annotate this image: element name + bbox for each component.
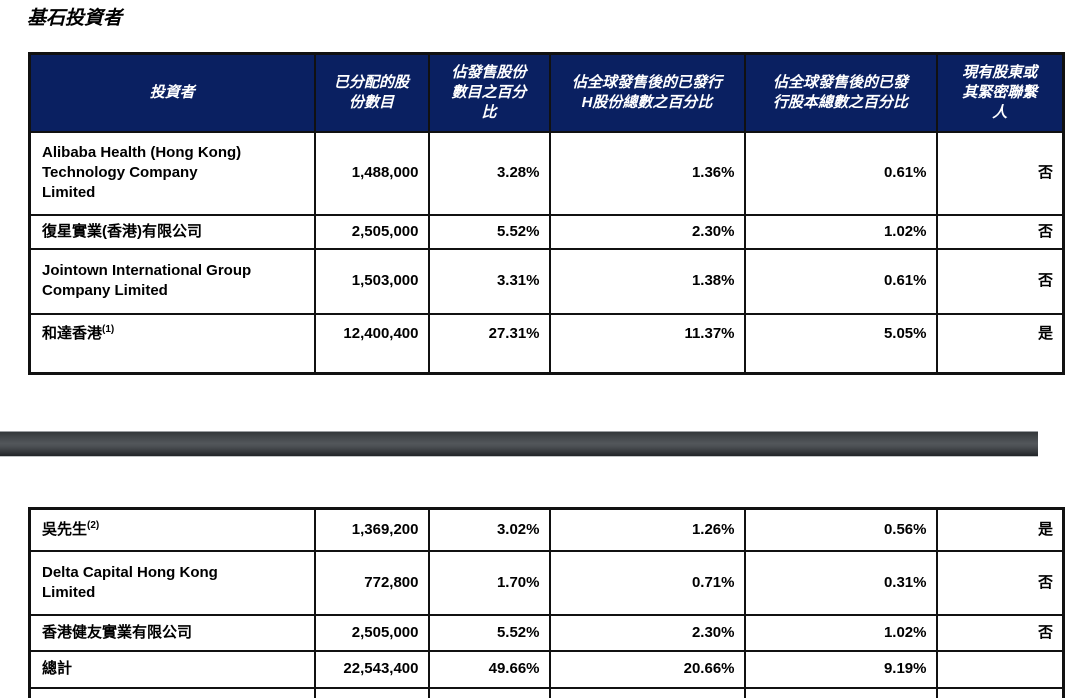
investor-name-cell: 和達香港(1) bbox=[28, 312, 316, 375]
pct-h-cell: 20.66% bbox=[548, 649, 746, 689]
empty-cell bbox=[935, 686, 1065, 698]
investor-name-cell: 吳先生(2) bbox=[28, 507, 316, 552]
col-header-existing-shareholder: 現有股東或 其緊密聯繫 人 bbox=[935, 52, 1065, 133]
pct-h-cell: 2.30% bbox=[548, 213, 746, 250]
existing-shareholder-cell bbox=[935, 649, 1065, 689]
cornerstone-investors-table-top: 投資者 已分配的股 份數目 佔發售股份 數目之百分 比 佔全球發售後的已發行 H… bbox=[28, 52, 1065, 375]
pct-offer-cell: 3.31% bbox=[427, 247, 551, 315]
shares-cell: 2,505,000 bbox=[313, 213, 430, 250]
shares-cell: 772,800 bbox=[313, 549, 430, 616]
existing-shareholder-cell: 否 bbox=[935, 247, 1065, 315]
table-row: Delta Capital Hong Kong Limited 772,800 … bbox=[28, 549, 1065, 616]
shares-cell: 12,400,400 bbox=[313, 312, 430, 375]
empty-cell bbox=[427, 686, 551, 698]
pct-h-cell: 2.30% bbox=[548, 613, 746, 652]
shares-cell: 22,543,400 bbox=[313, 649, 430, 689]
cornerstone-investors-table-bottom: 吳先生(2) 1,369,200 3.02% 1.26% 0.56% 是 Del… bbox=[28, 507, 1065, 698]
pct-capital-cell: 0.31% bbox=[743, 549, 938, 616]
investor-name-cell: 總計 bbox=[28, 649, 316, 689]
shares-cell: 2,505,000 bbox=[313, 613, 430, 652]
pct-capital-cell: 9.19% bbox=[743, 649, 938, 689]
shares-cell: 1,503,000 bbox=[313, 247, 430, 315]
existing-shareholder-cell: 否 bbox=[935, 549, 1065, 616]
investor-name-cell: 香港健友實業有限公司 bbox=[28, 613, 316, 652]
footnote-marker: (1) bbox=[102, 323, 115, 335]
col-header-pct-offer-shares: 佔發售股份 數目之百分 比 bbox=[427, 52, 551, 133]
existing-shareholder-cell: 否 bbox=[935, 613, 1065, 652]
table-row: 香港健友實業有限公司 2,505,000 5.52% 2.30% 1.02% 否 bbox=[28, 613, 1065, 652]
empty-cell bbox=[313, 686, 430, 698]
existing-shareholder-cell: 是 bbox=[935, 312, 1065, 375]
pct-capital-cell: 0.61% bbox=[743, 130, 938, 216]
pct-h-cell: 1.26% bbox=[548, 507, 746, 552]
shares-cell: 1,369,200 bbox=[313, 507, 430, 552]
page-title: 基石投資者 bbox=[27, 8, 123, 29]
pct-offer-cell: 5.52% bbox=[427, 213, 551, 250]
investor-name-cell: 復星實業(香港)有限公司 bbox=[28, 213, 316, 250]
table-row-clipped bbox=[28, 686, 1065, 698]
col-header-pct-h-shares: 佔全球發售後的已發行 H股份總數之百分比 bbox=[548, 52, 746, 133]
col-header-investor: 投資者 bbox=[28, 52, 316, 133]
pct-offer-cell: 27.31% bbox=[427, 312, 551, 375]
pct-capital-cell: 5.05% bbox=[743, 312, 938, 375]
existing-shareholder-cell: 是 bbox=[935, 507, 1065, 552]
col-header-pct-total-capital: 佔全球發售後的已發 行股本總數之百分比 bbox=[743, 52, 938, 133]
empty-cell bbox=[743, 686, 938, 698]
pct-offer-cell: 1.70% bbox=[427, 549, 551, 616]
pct-capital-cell: 1.02% bbox=[743, 613, 938, 652]
pct-offer-cell: 49.66% bbox=[427, 649, 551, 689]
page-separator-bar bbox=[0, 431, 1038, 457]
investor-name-cell: Alibaba Health (Hong Kong) Technology Co… bbox=[28, 130, 316, 216]
pct-offer-cell: 3.02% bbox=[427, 507, 551, 552]
table-row-total: 總計 22,543,400 49.66% 20.66% 9.19% bbox=[28, 649, 1065, 689]
pct-capital-cell: 0.61% bbox=[743, 247, 938, 315]
table-header-row: 投資者 已分配的股 份數目 佔發售股份 數目之百分 比 佔全球發售後的已發行 H… bbox=[28, 52, 1065, 133]
table-row: Alibaba Health (Hong Kong) Technology Co… bbox=[28, 130, 1065, 216]
investor-name-cell: Delta Capital Hong Kong Limited bbox=[28, 549, 316, 616]
empty-cell bbox=[28, 686, 316, 698]
pct-h-cell: 0.71% bbox=[548, 549, 746, 616]
col-header-shares-allocated: 已分配的股 份數目 bbox=[313, 52, 430, 133]
table-row: Jointown International Group Company Lim… bbox=[28, 247, 1065, 315]
investor-name-cell: Jointown International Group Company Lim… bbox=[28, 247, 316, 315]
pct-offer-cell: 5.52% bbox=[427, 613, 551, 652]
table-row: 吳先生(2) 1,369,200 3.02% 1.26% 0.56% 是 bbox=[28, 507, 1065, 552]
pct-h-cell: 1.38% bbox=[548, 247, 746, 315]
table-row: 和達香港(1) 12,400,400 27.31% 11.37% 5.05% 是 bbox=[28, 312, 1065, 375]
footnote-marker: (2) bbox=[87, 519, 100, 531]
table-row: 復星實業(香港)有限公司 2,505,000 5.52% 2.30% 1.02%… bbox=[28, 213, 1065, 250]
existing-shareholder-cell: 否 bbox=[935, 130, 1065, 216]
pct-h-cell: 1.36% bbox=[548, 130, 746, 216]
pct-capital-cell: 1.02% bbox=[743, 213, 938, 250]
empty-cell bbox=[548, 686, 746, 698]
pct-capital-cell: 0.56% bbox=[743, 507, 938, 552]
existing-shareholder-cell: 否 bbox=[935, 213, 1065, 250]
pct-offer-cell: 3.28% bbox=[427, 130, 551, 216]
shares-cell: 1,488,000 bbox=[313, 130, 430, 216]
pct-h-cell: 11.37% bbox=[548, 312, 746, 375]
